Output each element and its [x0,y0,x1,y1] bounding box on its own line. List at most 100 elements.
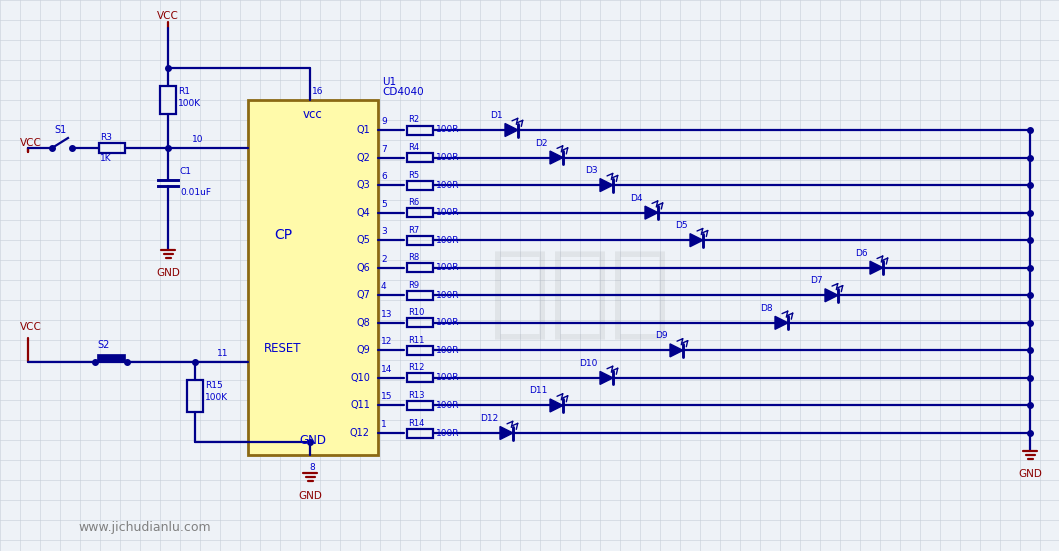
Bar [407,181,433,190]
Text: R15: R15 [205,381,222,391]
Text: Q4: Q4 [356,208,370,218]
Text: 1: 1 [381,420,387,429]
Text: R12: R12 [408,364,425,372]
Text: D2: D2 [536,138,548,148]
Text: 100K: 100K [178,99,201,107]
Text: GND: GND [300,435,326,447]
Text: Q10: Q10 [351,373,370,383]
Text: Q11: Q11 [351,401,370,410]
Text: R3: R3 [100,133,112,142]
Text: VCC: VCC [20,138,42,148]
Text: C1: C1 [180,167,192,176]
Polygon shape [690,234,703,247]
Text: 100R: 100R [436,429,460,437]
Text: Q6: Q6 [356,263,370,273]
Text: Q5: Q5 [356,235,370,245]
Text: 8: 8 [309,463,315,472]
Polygon shape [670,344,683,357]
Text: GND: GND [156,268,180,278]
Text: RESET: RESET [265,342,302,355]
Polygon shape [775,316,788,329]
Text: 12: 12 [381,337,393,347]
Text: D12: D12 [480,414,498,423]
Text: 100R: 100R [436,401,460,410]
Text: 13: 13 [381,310,393,319]
Polygon shape [500,426,513,440]
Text: 6: 6 [381,172,387,181]
Text: 15: 15 [381,392,393,402]
Text: Q3: Q3 [356,180,370,190]
Text: 100R: 100R [436,291,460,300]
Text: 100R: 100R [436,318,460,327]
Text: 2: 2 [381,255,387,264]
Polygon shape [870,261,883,274]
Text: CP: CP [274,228,292,242]
Text: 10: 10 [193,135,203,144]
Polygon shape [600,179,613,192]
Polygon shape [550,399,563,412]
Text: 16: 16 [312,88,323,96]
Text: VCC: VCC [157,11,179,21]
Text: R10: R10 [408,309,425,317]
Text: www.jichudianlu.com: www.jichudianlu.com [78,521,212,534]
Text: R7: R7 [408,226,419,235]
Text: D1: D1 [490,111,503,120]
Text: D3: D3 [586,166,598,175]
Bar [407,318,433,327]
Text: Q12: Q12 [351,428,370,438]
Text: 100K: 100K [205,393,228,402]
Text: D9: D9 [656,331,668,341]
Bar [407,374,433,382]
Polygon shape [505,123,518,137]
Text: 4: 4 [381,282,387,291]
Text: D5: D5 [676,221,688,230]
Text: R5: R5 [408,171,419,180]
Text: R1: R1 [178,88,190,96]
Polygon shape [600,371,613,385]
Text: D11: D11 [530,386,548,396]
Text: CD4040: CD4040 [382,87,424,97]
Text: GND: GND [298,491,322,501]
Text: R13: R13 [408,391,425,400]
Text: 100R: 100R [436,374,460,382]
Polygon shape [645,206,658,219]
Text: 100R: 100R [436,208,460,217]
Text: 100R: 100R [436,153,460,162]
Text: Q7: Q7 [356,290,370,300]
Text: 电蠹人: 电蠹人 [490,246,670,343]
Text: U1: U1 [382,77,396,87]
Text: R6: R6 [408,198,419,207]
Text: R2: R2 [408,116,419,125]
Text: Q1: Q1 [356,125,370,135]
Bar [160,86,176,114]
Text: 100R: 100R [436,263,460,272]
Text: 100R: 100R [436,346,460,355]
Text: D8: D8 [760,304,773,313]
Text: vcc: vcc [303,107,323,121]
Text: Q9: Q9 [356,345,370,355]
Text: 0.01uF: 0.01uF [180,188,211,197]
Polygon shape [825,289,838,302]
Bar [98,143,125,153]
Polygon shape [550,151,563,164]
Bar [187,380,203,412]
Text: R8: R8 [408,253,419,262]
Text: R4: R4 [408,143,419,152]
Text: Q2: Q2 [356,153,370,163]
Text: D7: D7 [810,276,823,285]
Text: R11: R11 [408,336,425,345]
Text: 9: 9 [381,117,387,126]
Text: R9: R9 [408,281,419,290]
Bar [407,208,433,217]
Bar [407,236,433,245]
Text: D4: D4 [630,193,643,203]
Text: Q8: Q8 [356,318,370,328]
Text: 14: 14 [381,365,393,374]
Bar [407,126,433,134]
Text: R14: R14 [408,419,425,428]
Text: D10: D10 [579,359,598,368]
Bar [97,354,125,362]
Text: VCC: VCC [20,322,42,332]
Bar [407,263,433,272]
Text: 3: 3 [381,227,387,236]
